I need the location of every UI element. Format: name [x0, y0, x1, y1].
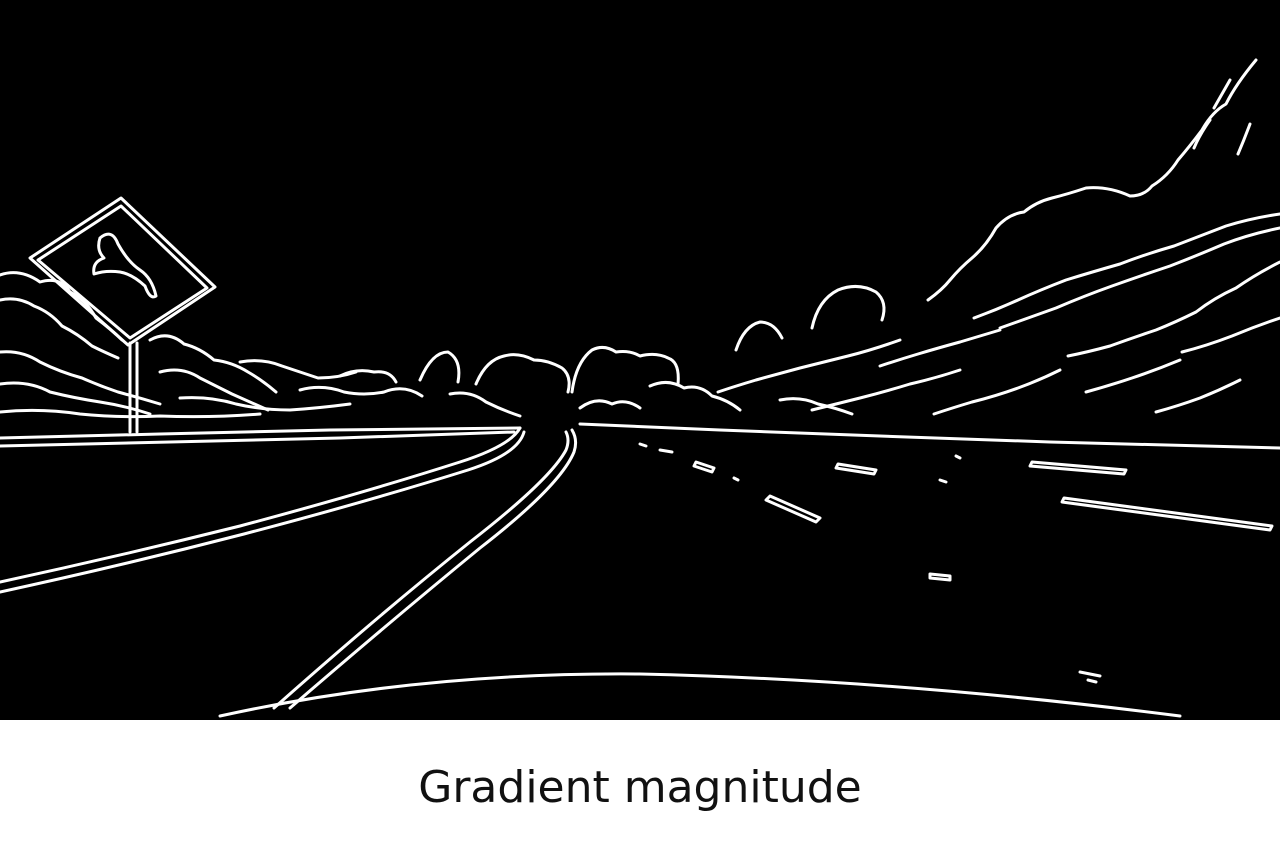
lane-marking-edges	[638, 442, 1274, 582]
left-hillside-edges	[0, 271, 571, 419]
hood-reflection-edge	[1078, 670, 1102, 684]
right-hillside-edges	[716, 58, 1280, 416]
road-edges	[0, 422, 1280, 710]
gradient-magnitude-image	[0, 0, 1280, 720]
figure-caption: Gradient magnitude	[418, 762, 862, 813]
car-hood-edge	[218, 672, 1182, 718]
edge-map	[0, 58, 1280, 718]
center-tree-edges	[570, 345, 742, 412]
